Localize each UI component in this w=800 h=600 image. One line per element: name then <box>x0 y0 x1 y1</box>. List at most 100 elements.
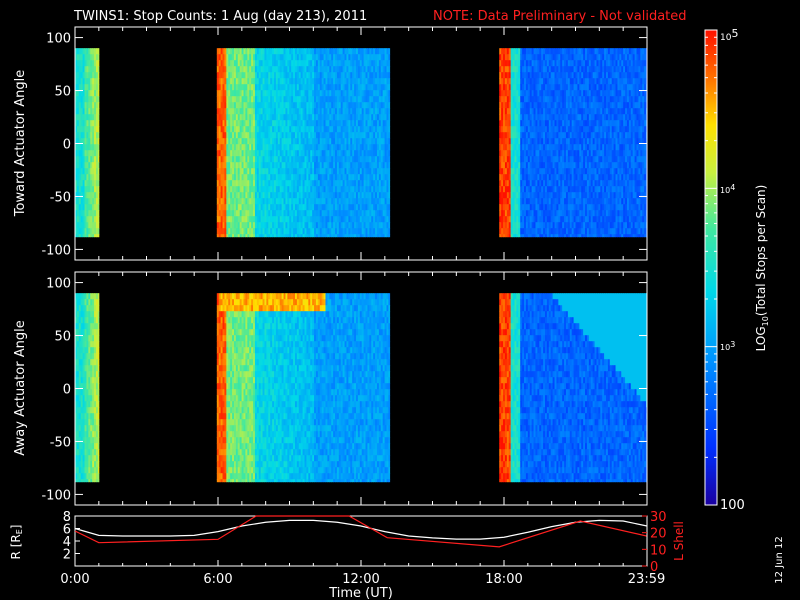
heatmap-cell <box>503 120 506 127</box>
heatmap-cell <box>382 132 386 139</box>
heatmap-cell <box>499 168 502 175</box>
heatmap-cell <box>254 210 258 217</box>
heatmap-cell <box>274 120 277 127</box>
heatmap-cell <box>355 102 359 109</box>
heatmap-cell <box>373 162 376 169</box>
heatmap-cell <box>237 204 241 211</box>
heatmap-cell <box>270 66 273 73</box>
heatmap-cell <box>504 186 508 193</box>
heatmap-cell <box>503 72 506 79</box>
heatmap-cell <box>232 234 235 238</box>
heatmap-cell <box>388 144 391 151</box>
heatmap-cell <box>97 192 100 199</box>
heatmap-cell <box>232 204 235 211</box>
heatmap-cell <box>350 234 353 238</box>
heatmap-cell <box>319 162 323 169</box>
heatmap-cell <box>262 48 265 55</box>
heatmap-cell <box>327 150 330 157</box>
heatmap-cell <box>82 192 86 199</box>
heatmap-cell <box>218 66 222 73</box>
heatmap-cell <box>232 102 235 109</box>
heatmap-cell <box>321 204 325 211</box>
heatmap-cell <box>293 60 296 67</box>
heatmap-cell <box>226 180 229 187</box>
heatmap-cell <box>287 66 290 73</box>
heatmap-cell <box>338 84 342 91</box>
heatmap-cell <box>336 78 340 85</box>
heatmap-cell <box>346 234 349 238</box>
heatmap-cell <box>357 216 361 223</box>
heatmap-cell <box>312 204 315 211</box>
heatmap-cell <box>499 210 502 217</box>
heatmap-cell <box>86 54 89 61</box>
heatmap-cell <box>508 144 512 151</box>
heatmap-cell <box>327 108 330 115</box>
heatmap-cell <box>294 60 298 67</box>
heatmap-cell <box>220 150 224 157</box>
heatmap-cell <box>78 84 82 91</box>
heatmap-cell <box>333 54 336 61</box>
heatmap-cell <box>340 198 344 205</box>
heatmap-cell <box>224 96 227 103</box>
heatmap-cell <box>506 186 510 193</box>
heatmap-cell <box>367 156 370 163</box>
heatmap-cell <box>247 120 250 127</box>
heatmap-cell <box>97 48 100 55</box>
heatmap-cell <box>75 120 78 127</box>
heatmap-cell <box>508 198 512 205</box>
heatmap-cell <box>369 150 372 157</box>
heatmap-cell <box>97 156 100 163</box>
heatmap-cell <box>302 114 306 121</box>
heatmap-cell <box>258 114 262 121</box>
heatmap-cell <box>226 72 229 79</box>
heatmap-cell <box>226 162 229 169</box>
heatmap-cell <box>314 210 317 217</box>
heatmap-cell <box>310 126 313 133</box>
heatmap-cell <box>319 216 323 223</box>
heatmap-cell <box>274 150 277 157</box>
heatmap-cell <box>304 210 307 217</box>
heatmap-cell <box>260 120 264 127</box>
heatmap-cell <box>222 60 225 67</box>
heatmap-cell <box>336 150 340 157</box>
heatmap-cell <box>340 120 344 127</box>
heatmap-cell <box>293 90 296 97</box>
heatmap-cell <box>253 48 256 55</box>
heatmap-cell <box>275 204 279 211</box>
heatmap-cell <box>239 138 243 145</box>
heatmap-cell <box>306 186 309 193</box>
heatmap-cell <box>315 132 319 139</box>
heatmap-cell <box>340 66 344 73</box>
heatmap-cell <box>367 96 370 103</box>
heatmap-cell <box>296 84 300 91</box>
heatmap-cell <box>323 108 326 115</box>
heatmap-cell <box>327 186 330 193</box>
heatmap-cell <box>499 138 502 145</box>
heatmap-cell <box>365 90 368 97</box>
heatmap-cell <box>230 78 233 85</box>
heatmap-cell <box>378 90 382 97</box>
heatmap-cell <box>329 162 332 169</box>
heatmap-cell <box>289 192 292 199</box>
heatmap-cell <box>382 216 386 223</box>
heatmap-cell <box>344 66 347 73</box>
heatmap-cell <box>373 216 376 223</box>
heatmap-cell <box>287 216 290 223</box>
heatmap-cell <box>327 90 330 97</box>
heatmap-cell <box>325 162 328 169</box>
heatmap-cell <box>354 48 357 55</box>
heatmap-cell <box>350 228 353 235</box>
heatmap-cell <box>84 180 87 187</box>
heatmap-cell <box>331 126 334 133</box>
heatmap-cell <box>94 174 97 181</box>
heatmap-cell <box>253 228 256 235</box>
heatmap-cell <box>254 150 258 157</box>
heatmap-cell <box>348 60 351 67</box>
heatmap-cell <box>84 60 87 67</box>
heatmap-cell <box>235 228 239 235</box>
heatmap-cell <box>76 90 80 97</box>
heatmap-cell <box>92 66 95 73</box>
heatmap-cell <box>499 234 502 238</box>
heatmap-cell <box>281 48 285 55</box>
heatmap-cell <box>233 54 237 61</box>
